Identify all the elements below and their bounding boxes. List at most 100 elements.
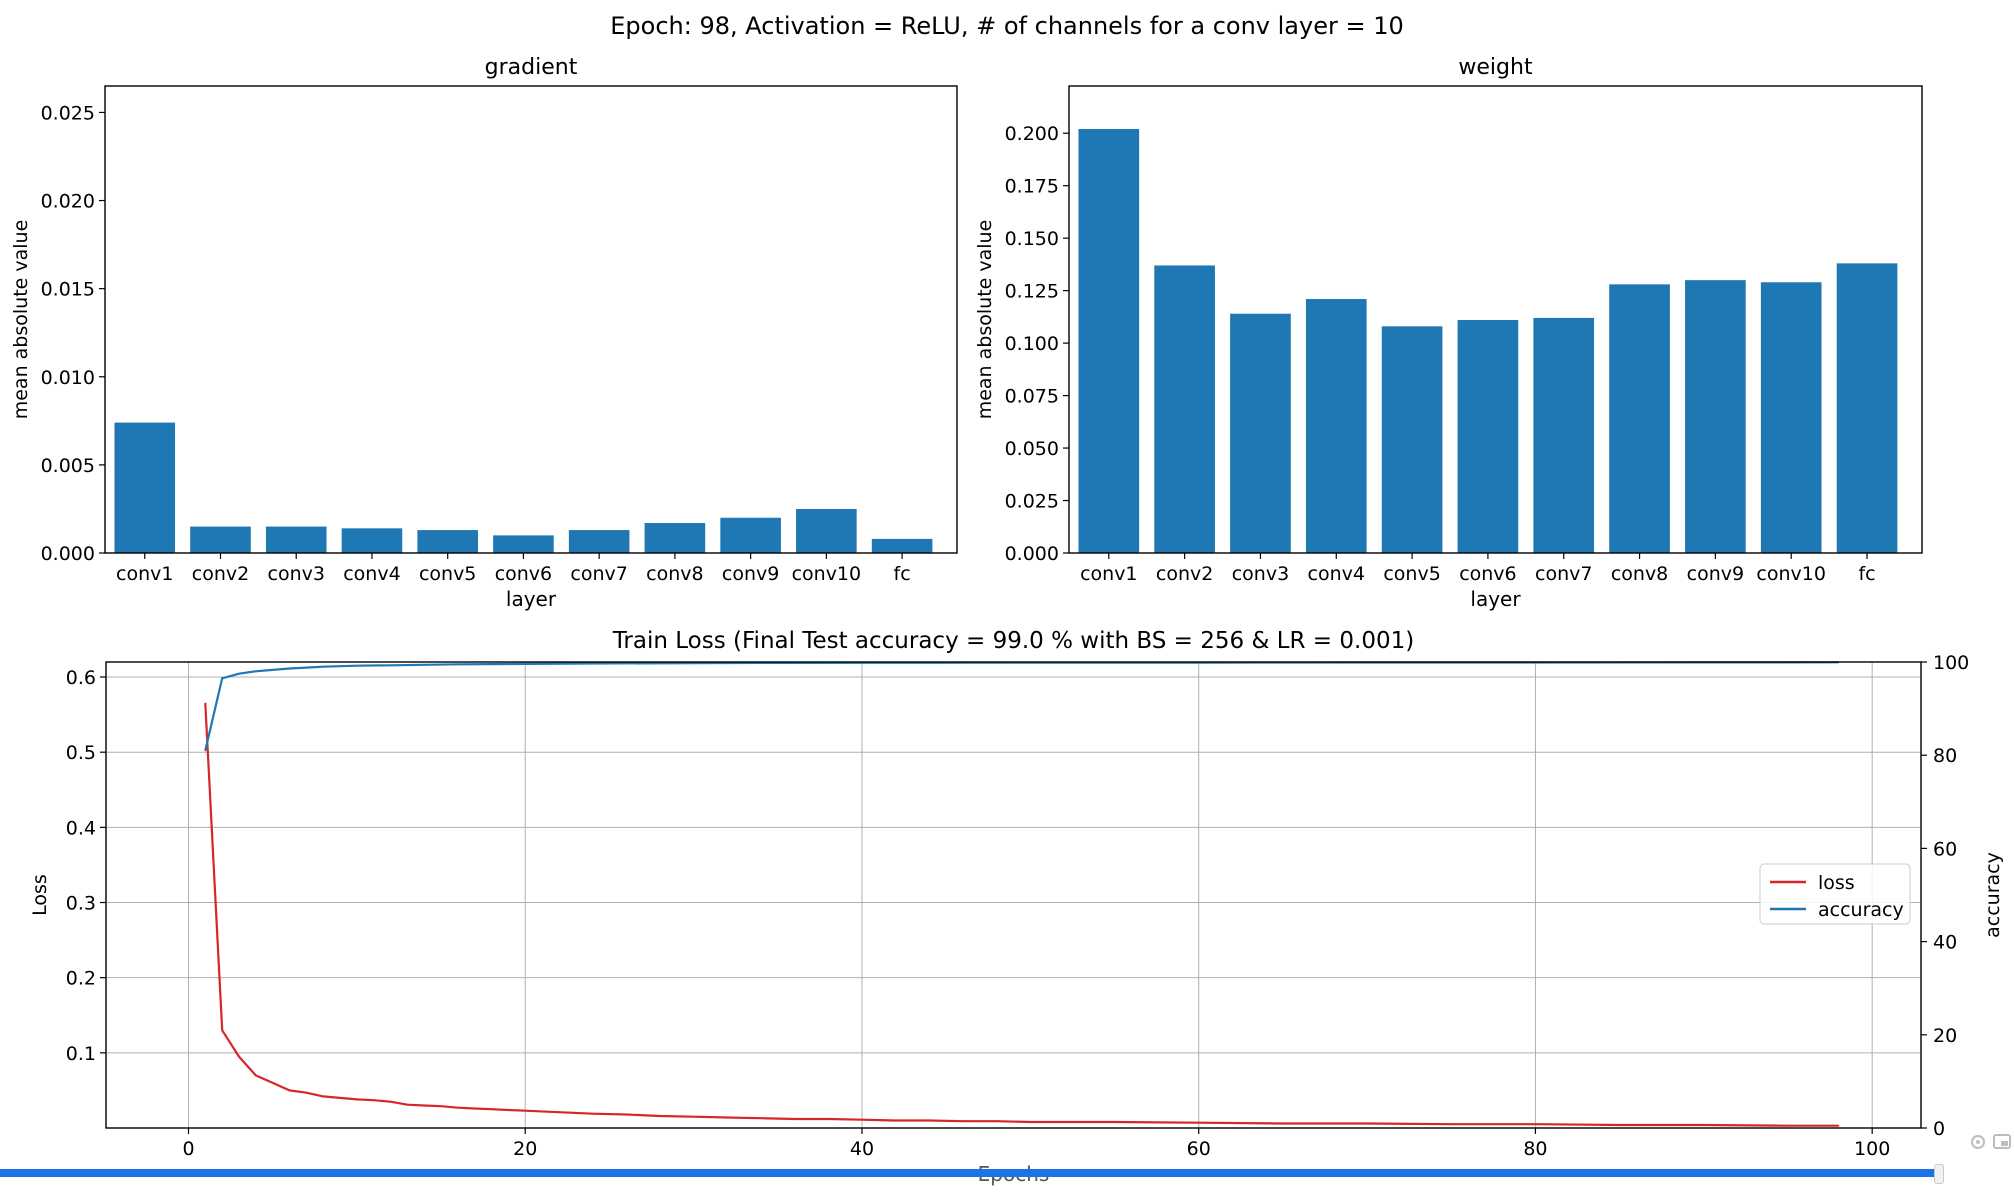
train-ytick-label: 0.3	[66, 893, 96, 915]
gradient-bar-conv5	[417, 530, 478, 553]
weight-axes-frame	[1068, 85, 1923, 554]
weight-xtick-label: conv5	[1383, 563, 1440, 585]
train-point-accuracy	[238, 672, 240, 675]
train-title: Train Loss (Final Test accuracy = 99.0 %…	[612, 628, 1414, 654]
gradient-xtick-label: fc	[894, 563, 911, 585]
train-point-loss	[1197, 1121, 1200, 1124]
gradient-ytick-label: 0.020	[41, 191, 95, 213]
weight-ytick-label: 0.175	[1005, 176, 1059, 198]
train-xtick-label: 60	[1187, 1138, 1211, 1160]
gradient-xtick-label: conv5	[419, 563, 476, 585]
train-point-loss	[861, 1118, 863, 1121]
gradient-ytick-label: 0.005	[41, 455, 95, 477]
train-point-accuracy	[305, 666, 308, 669]
player-controls	[1971, 1134, 2011, 1149]
train-point-loss	[305, 1091, 308, 1094]
train-point-loss	[389, 1100, 392, 1103]
weight-xtick-label: conv6	[1459, 563, 1516, 585]
gradient-title: gradient	[485, 55, 578, 80]
weight-ytick-label: 0.100	[1005, 333, 1059, 355]
train-point-loss	[591, 1112, 594, 1115]
video-progress-bar[interactable]	[0, 1169, 1940, 1177]
train-point-accuracy	[692, 662, 695, 664]
weight-xtick-label: conv9	[1687, 563, 1744, 585]
train-point-accuracy	[608, 662, 611, 665]
gradient-xtick-label: conv1	[116, 563, 173, 585]
train-point-loss	[440, 1105, 442, 1108]
train-point-loss	[322, 1095, 324, 1098]
weight-bar-conv8	[1609, 284, 1670, 553]
weight-ytick-label: 0.150	[1005, 228, 1059, 250]
gradient-xtick-label: conv4	[343, 563, 400, 585]
weight-xtick-label: conv7	[1535, 563, 1592, 585]
train-point-loss	[995, 1120, 998, 1123]
gradient-ytick-label: 0.000	[41, 543, 95, 565]
train-xtick-label: 80	[1523, 1138, 1547, 1160]
weight-xlabel: layer	[1470, 587, 1521, 611]
train-point-loss	[507, 1109, 510, 1111]
train-point-accuracy	[322, 665, 324, 668]
gradient-ylabel: mean absolute value	[10, 220, 32, 420]
weight-bar-conv6	[1457, 320, 1519, 553]
train-point-loss	[1837, 1124, 1840, 1127]
train-point-accuracy	[288, 667, 291, 670]
gradient-xtick-label: conv3	[268, 563, 325, 585]
weight-bar-conv5	[1381, 326, 1443, 553]
train-point-loss	[827, 1118, 830, 1120]
train-point-loss	[238, 1055, 240, 1058]
train-point-loss	[1113, 1121, 1116, 1123]
train-point-loss	[339, 1097, 341, 1099]
train-point-loss	[1787, 1124, 1789, 1127]
train-point-loss	[659, 1115, 661, 1117]
train-point-accuracy	[490, 663, 493, 665]
train-ytick-label: 0.1	[66, 1043, 96, 1065]
pip-icon[interactable]	[1993, 1134, 2011, 1149]
weight-bar-conv10	[1760, 282, 1822, 553]
video-progress-handle[interactable]	[1934, 1164, 1944, 1184]
train-point-accuracy	[423, 663, 426, 666]
train-point-accuracy	[271, 669, 274, 671]
weight-bar-conv2	[1154, 265, 1215, 553]
gradient-bar-conv7	[568, 530, 630, 553]
train-point-accuracy	[255, 670, 257, 673]
train-point-loss	[928, 1119, 931, 1122]
weight-ytick-label: 0.075	[1005, 386, 1059, 408]
weight-xtick-label: conv8	[1611, 563, 1668, 585]
train-ytick-right-label: 40	[1933, 932, 1957, 954]
train-ylabel: Loss	[29, 874, 51, 916]
gradient-xtick-label: conv8	[646, 563, 703, 585]
train-ytick-label: 0.2	[66, 968, 96, 990]
train-ylabel-right: accuracy	[1982, 852, 2004, 938]
train-xtick-label: 100	[1854, 1138, 1890, 1160]
train-point-loss	[625, 1113, 628, 1116]
train-point-loss	[1029, 1121, 1032, 1123]
train-point-loss	[490, 1108, 493, 1111]
weight-xtick-label: conv4	[1308, 563, 1365, 585]
weight-xtick-label: conv2	[1156, 563, 1213, 585]
train-point-loss	[558, 1111, 560, 1114]
train-point-loss	[423, 1104, 426, 1107]
gradient-ytick-label: 0.025	[41, 102, 95, 124]
gradient-xtick-label: conv2	[192, 563, 249, 585]
train-ytick-label: 0.5	[66, 742, 96, 764]
train-point-loss	[1366, 1122, 1368, 1125]
train-ytick-right-label: 20	[1933, 1025, 1957, 1047]
video-progress-fill	[0, 1169, 1937, 1177]
train-ytick-right-label: 60	[1933, 838, 1957, 860]
weight-xtick-label: conv10	[1756, 563, 1826, 585]
settings-icon[interactable]	[1971, 1135, 1985, 1149]
weight-xtick-label: conv3	[1232, 563, 1289, 585]
train-point-loss	[271, 1082, 274, 1084]
train-point-accuracy	[221, 677, 223, 680]
gradient-xtick-label: conv9	[722, 563, 779, 585]
train-point-loss	[894, 1119, 897, 1122]
train-point-accuracy	[339, 665, 341, 667]
train-point-loss	[1450, 1123, 1453, 1126]
train-point-accuracy	[389, 664, 392, 667]
train-ytick-label: 0.6	[66, 667, 96, 689]
train-ytick-right-label: 0	[1933, 1118, 1945, 1140]
train-point-loss	[793, 1118, 796, 1120]
gradient-xlabel: layer	[506, 587, 557, 611]
train-point-loss	[473, 1107, 476, 1110]
weight-ytick-label: 0.025	[1005, 491, 1059, 513]
